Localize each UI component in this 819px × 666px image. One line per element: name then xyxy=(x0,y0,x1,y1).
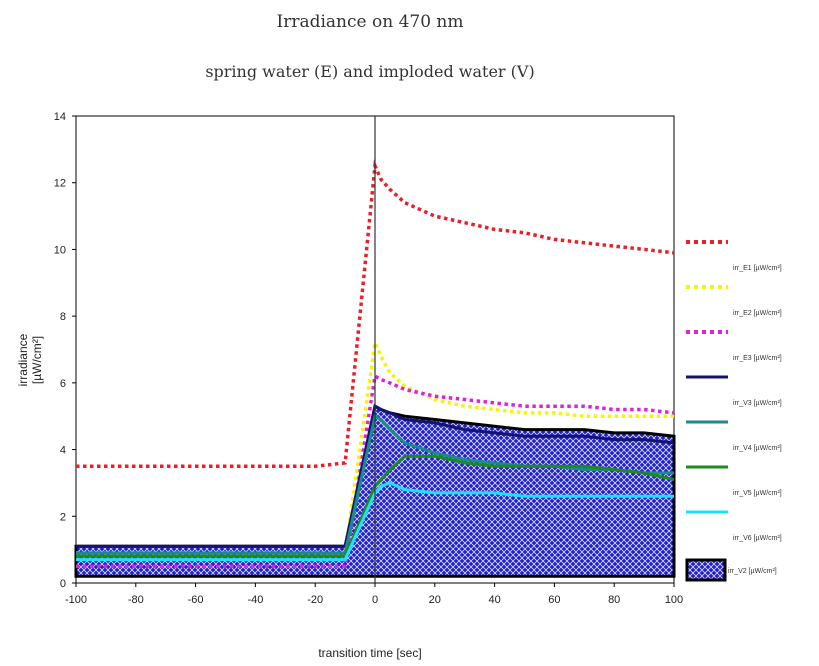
series-line-7 xyxy=(76,481,674,562)
x-tick-label: -60 xyxy=(188,594,204,606)
chart-title: Irradiance on 470 nm xyxy=(276,12,464,32)
x-tick-label: 40 xyxy=(488,594,500,606)
series-line-6 xyxy=(76,454,675,558)
x-tick-label: -100 xyxy=(65,594,87,606)
x-tick-label: -20 xyxy=(307,594,323,606)
legend-label: irr_E3 [µW/cm²] xyxy=(733,355,782,362)
series-line-5 xyxy=(76,413,674,555)
legend-swatch-area xyxy=(685,558,727,582)
legend-label: irr_V6 [µW/cm²] xyxy=(733,535,782,542)
y-tick-label: 14 xyxy=(54,111,66,123)
y-tick-label: 6 xyxy=(60,378,66,390)
y-tick-label: 0 xyxy=(60,578,66,590)
series-line-3 xyxy=(76,373,675,569)
series-line-1 xyxy=(76,159,675,469)
x-tick-label: 60 xyxy=(548,594,560,606)
legend-label: irr_V4 [µW/cm²] xyxy=(733,445,782,452)
legend-label: irr_V3 [µW/cm²] xyxy=(733,400,782,407)
series-line-4 xyxy=(76,403,675,548)
x-axis-label: transition time [sec] xyxy=(318,646,422,660)
chart-subtitle: spring water (E) and imploded water (V) xyxy=(205,62,535,81)
legend-label: irr_E1 [µW/cm²] xyxy=(733,265,782,272)
x-tick-label: 0 xyxy=(372,594,378,606)
x-tick-label: -40 xyxy=(247,594,263,606)
y-tick-label: 2 xyxy=(60,511,66,523)
x-tick-label: -80 xyxy=(128,594,144,606)
y-tick-label: 10 xyxy=(54,244,66,256)
x-tick-label: 20 xyxy=(429,594,441,606)
x-tick-label: 100 xyxy=(665,594,683,606)
y-tick-label: 8 xyxy=(60,311,66,323)
x-tick-label: 80 xyxy=(608,594,620,606)
series-line-2 xyxy=(76,336,674,555)
legend-label: irr_V2 [µW/cm²] xyxy=(728,568,777,575)
y-tick-label: 4 xyxy=(60,445,66,457)
legend-label: irr_E2 [µW/cm²] xyxy=(733,310,782,317)
y-tick-label: 12 xyxy=(54,178,66,190)
legend-label: irr_V5 [µW/cm²] xyxy=(733,490,782,497)
